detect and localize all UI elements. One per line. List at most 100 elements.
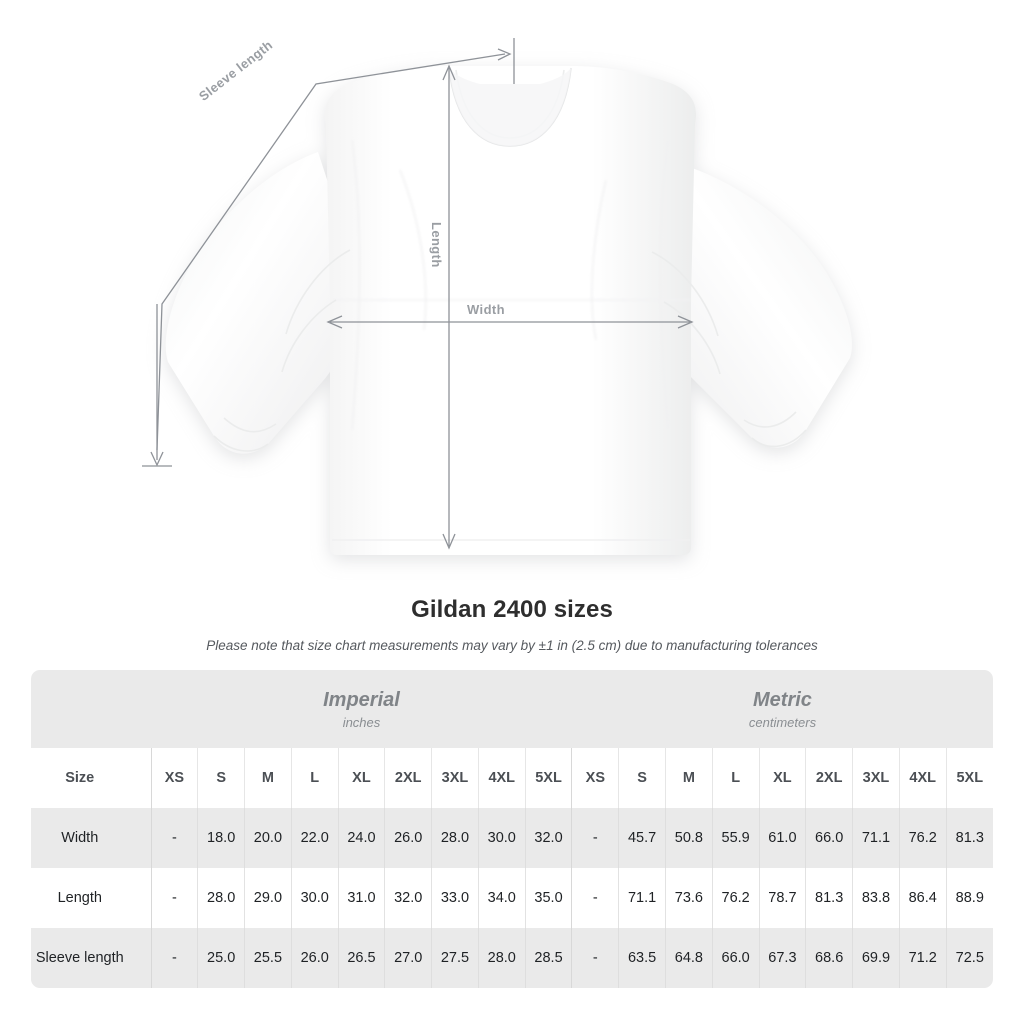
cell-length-xs-metric: - [571,868,620,928]
unit-name: Imperial [323,688,400,711]
size-header-cell-xs-metric: XS [571,748,620,808]
table-row: Width -18.0 20.0 22.0 24.0 26.0 28.0 30.0 32.0-4… [31,808,993,868]
cell-width-l-imperial: 22.0 [291,808,339,868]
cell-length-l-metric: 76.2 [712,868,760,928]
size-header-cell-4xl-metric: 4XL [899,748,947,808]
size-header-cell-m-imperial: M [244,748,292,808]
cell-width-xs-metric: - [571,808,620,868]
unit-subtitle: centimeters [748,714,817,730]
size-header-cell-s-metric: S [618,748,666,808]
cell-length-s-imperial: 28.0 [197,868,246,928]
size-header-cell-l-imperial: L [291,748,339,808]
cell-length-m-metric: 73.6 [665,868,713,928]
table-row: Length -28.0 29.0 30.0 31.0 32.0 33.0 34.0 35.0-… [31,868,993,928]
cell-length-4xl-metric: 86.4 [899,868,947,928]
size-header-cell-5xl-metric: 5XL [946,748,993,808]
size-header-cell-xl-imperial: XL [338,748,386,808]
row-label-width: Width [31,808,152,868]
cell-length-xl-imperial: 31.0 [338,868,386,928]
size-header-cell-4xl-imperial: 4XL [478,748,526,808]
cell-sleeve-length-xs-metric: - [571,928,620,988]
cell-width-2xl-metric: 66.0 [805,808,854,868]
size-header-cell-5xl-imperial: 5XL [525,748,573,808]
size-header-row: Size XS S M L XL 2XL 3XL 4XL 5XL XS S M L XL 2XL 3XL 4XL 5… [31,748,993,808]
cell-length-5xl-imperial: 35.0 [525,868,573,928]
cell-sleeve-length-2xl-imperial: 27.0 [384,928,433,988]
garment-illustration: Sleeve length Length Width [142,37,852,555]
cell-width-xl-metric: 61.0 [759,808,807,868]
cell-sleeve-length-m-metric: 64.8 [665,928,713,988]
unit-header-imperial: Imperial inches [151,670,572,748]
cell-length-l-imperial: 30.0 [291,868,339,928]
cell-sleeve-length-l-imperial: 26.0 [291,928,339,988]
cell-sleeve-length-xl-metric: 67.3 [759,928,807,988]
cell-sleeve-length-m-imperial: 25.5 [244,928,292,988]
cell-width-s-metric: 45.7 [618,808,666,868]
cell-length-2xl-imperial: 32.0 [384,868,433,928]
cell-width-3xl-imperial: 28.0 [431,808,479,868]
unit-name: Metric [753,688,812,711]
cell-sleeve-length-xs-imperial: - [151,928,199,988]
unit-header-metric: Metric centimeters [571,670,993,748]
cell-sleeve-length-l-metric: 66.0 [712,928,760,988]
tolerance-note: Please note that size chart measurements… [206,638,818,653]
size-header-cell-3xl-metric: 3XL [852,748,900,808]
cell-length-s-metric: 71.1 [618,868,666,928]
cell-length-m-imperial: 29.0 [244,868,292,928]
size-header-cell-xl-metric: XL [759,748,807,808]
cell-sleeve-length-4xl-imperial: 28.0 [478,928,526,988]
unit-header-row: Imperial inches Metric centimeters [31,670,993,748]
cell-width-s-imperial: 18.0 [197,808,246,868]
cell-width-5xl-metric: 81.3 [946,808,993,868]
row-label-sleeve-length: Sleeve length [31,928,152,988]
row-label-length: Length [31,868,152,928]
cell-width-m-imperial: 20.0 [244,808,292,868]
cell-width-4xl-metric: 76.2 [899,808,947,868]
size-header-cell-2xl-imperial: 2XL [384,748,433,808]
length-arrow-bottom [442,533,456,550]
width-arrow-right [677,315,694,329]
size-header-cell-xs-imperial: XS [151,748,199,808]
chart-heading: Gildan 2400 sizes Please note that size … [0,596,1024,653]
unit-subtitle: inches [342,714,381,730]
cell-sleeve-length-2xl-metric: 68.6 [805,928,854,988]
cell-width-3xl-metric: 71.1 [852,808,900,868]
size-header-cell-2xl-metric: 2XL [805,748,854,808]
cell-sleeve-length-3xl-metric: 69.9 [852,928,900,988]
cell-width-xl-imperial: 24.0 [338,808,386,868]
cell-length-2xl-metric: 81.3 [805,868,854,928]
cell-sleeve-length-5xl-imperial: 28.5 [525,928,573,988]
sleeve-length-line [156,53,506,451]
sleeve-arrow-bottom [150,451,164,467]
size-header-cell-l-metric: L [712,748,760,808]
long-sleeve-shirt-graphic [142,38,852,555]
cell-sleeve-length-s-metric: 63.5 [618,928,666,988]
cell-length-xs-imperial: - [151,868,199,928]
cell-width-5xl-imperial: 32.0 [525,808,573,868]
size-header-label: Size [31,748,152,808]
cell-width-2xl-imperial: 26.0 [384,808,433,868]
cell-width-l-metric: 55.9 [712,808,760,868]
cell-length-5xl-metric: 88.9 [946,868,993,928]
cell-sleeve-length-4xl-metric: 71.2 [899,928,947,988]
cell-sleeve-length-s-imperial: 25.0 [197,928,246,988]
length-arrow-top [442,64,456,81]
cell-sleeve-length-5xl-metric: 72.5 [946,928,993,988]
cell-length-3xl-metric: 83.8 [852,868,900,928]
page-title: Gildan 2400 sizes [411,596,613,623]
cell-width-xs-imperial: - [151,808,199,868]
cell-width-4xl-imperial: 30.0 [478,808,526,868]
sleeve-arrow-head [497,48,512,61]
length-annotation: Length [429,222,444,268]
cell-length-4xl-imperial: 34.0 [478,868,526,928]
size-header-cell-s-imperial: S [197,748,246,808]
cell-length-3xl-imperial: 33.0 [431,868,479,928]
width-annotation: Width [467,302,505,317]
size-table-container: Imperial inches Metric centimeters Size XS S M L… [31,670,993,988]
size-header-cell-m-metric: M [665,748,713,808]
table-row: Sleeve length -25.0 25.5 26.0 26.5 27.0 27.5 28… [31,928,993,988]
cell-sleeve-length-xl-imperial: 26.5 [338,928,386,988]
size-chart-table: Imperial inches Metric centimeters Size XS S M L… [31,670,993,988]
unit-row-spacer [31,670,151,748]
measurement-lines [142,38,694,550]
